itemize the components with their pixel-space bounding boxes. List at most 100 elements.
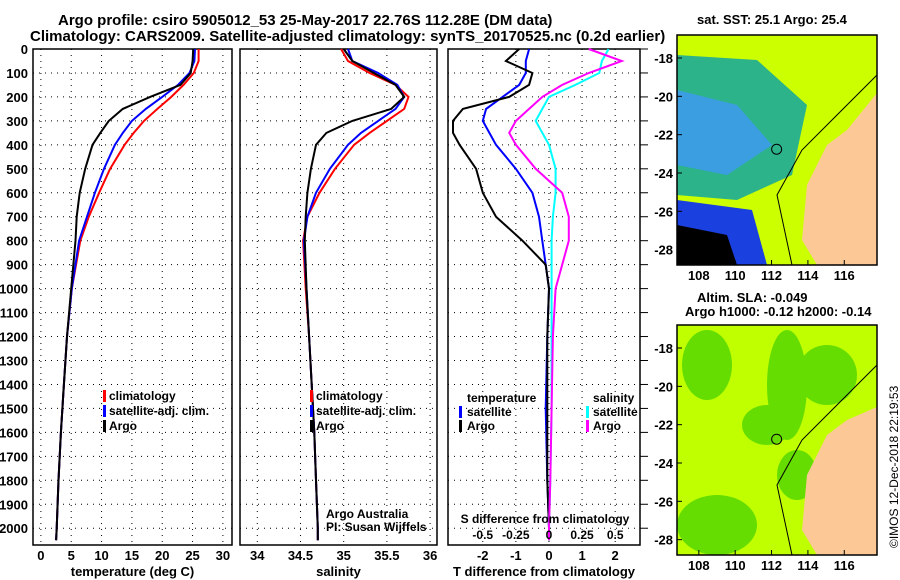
y-tick-label: 900 — [6, 258, 28, 273]
x2-tick-label: 0.25 — [570, 528, 594, 542]
x-tick-label: -2 — [477, 548, 489, 563]
x-tick-label: 5 — [68, 548, 75, 563]
y-tick-label: 1100 — [0, 306, 28, 321]
sla-map-title-2: Argo h1000: -0.12 h2000: -0.14 — [685, 304, 872, 319]
legend-label: climatology — [316, 389, 383, 403]
lon-tick-label: 110 — [725, 268, 746, 283]
credit-text: Argo Australia — [326, 507, 409, 521]
x-tick-label: 15 — [125, 548, 139, 563]
y-tick-label: 1300 — [0, 353, 28, 368]
bathymetry-contour — [776, 74, 878, 266]
x-tick-label: 36 — [423, 548, 437, 563]
profile-panel-3: -2 -1 0 1 2T difference from climatology temp… — [447, 48, 648, 579]
legend-swatch — [103, 405, 106, 417]
lat-tick-label: -20 — [654, 89, 673, 104]
lon-tick-label: 112 — [761, 268, 782, 283]
lat-tick-label: -24 — [654, 456, 674, 471]
legend-label: satellite-adj. clim. — [316, 404, 416, 418]
series-line-t-satellite — [481, 48, 551, 541]
x-tick-label: 1 — [578, 548, 585, 563]
x2-tick-label: 0 — [546, 528, 553, 542]
legend-swatch — [310, 420, 313, 432]
legend-swatch — [459, 420, 462, 432]
legend-label: satellite-adj. clim. — [109, 404, 209, 418]
legend-label: Argo — [316, 419, 344, 433]
x-tick-label: 34.5 — [288, 548, 313, 563]
x-tick-label: 0 — [37, 548, 44, 563]
legend-swatch — [103, 390, 106, 402]
x-tick-label: 30 — [216, 548, 230, 563]
y-tick-label: 1200 — [0, 330, 28, 345]
legend-swatch — [586, 406, 589, 418]
series-line-t-argo — [452, 48, 551, 541]
plot-frame — [32, 48, 233, 546]
lat-tick-label: -22 — [654, 128, 673, 143]
land-australia — [802, 93, 877, 265]
sla-anomaly-blob — [797, 345, 857, 405]
y-tick-label: 1000 — [0, 282, 28, 297]
legend-swatch — [586, 420, 589, 432]
legend-label: satellite — [467, 405, 512, 419]
sla-map: 108 110 112 114 116 -18 -20 -22 -24 -26 -28 — [654, 324, 878, 573]
x-tick-label: 25 — [185, 548, 199, 563]
legend-title-temperature: temperature — [467, 391, 537, 405]
x-tick-label: -1 — [510, 548, 522, 563]
x-tick-label: 35 — [336, 548, 350, 563]
x-axis-label: T difference from climatology — [453, 564, 636, 579]
lon-tick-label: 114 — [797, 558, 819, 573]
y-tick-label: 600 — [6, 186, 28, 201]
series-line-argo — [303, 48, 406, 541]
lon-tick-label: 116 — [834, 558, 855, 573]
x-tick-label: 34 — [250, 548, 265, 563]
sst-missing-region — [677, 225, 737, 265]
lat-tick-label: -28 — [654, 243, 673, 258]
sla-map-title-1: Altim. SLA: -0.049 — [697, 290, 808, 305]
legend-label: Argo — [109, 419, 137, 433]
lat-tick-label: -18 — [654, 341, 673, 356]
lat-tick-label: -22 — [654, 418, 673, 433]
sst-cool-region — [677, 90, 772, 175]
profile-panel-2: 34 34.5 35 35.5 36 salinity climatologysatelli… — [239, 48, 438, 579]
x-tick-label: 20 — [155, 548, 169, 563]
lat-tick-label: -18 — [654, 51, 673, 66]
y-tick-label: 400 — [6, 138, 28, 153]
x2-tick-label: -0.5 — [472, 528, 493, 542]
series-line-argo — [55, 48, 195, 541]
plot-frame — [447, 48, 641, 546]
sla-anomaly-blob — [682, 330, 732, 400]
lat-tick-label: -28 — [654, 533, 673, 548]
sst-map: 108 110 112 114 116 -18 -20 -22 -24 -26 -28 — [654, 34, 878, 283]
lon-tick-label: 114 — [797, 268, 819, 283]
x2-tick-label: -0.25 — [502, 528, 530, 542]
lon-tick-label: 116 — [834, 268, 855, 283]
legend-label: Argo — [593, 419, 621, 433]
map-frame — [676, 324, 878, 556]
x-axis-label: temperature (deg C) — [71, 564, 195, 579]
lon-tick-label: 108 — [688, 268, 710, 283]
y-tick-label: 100 — [6, 66, 28, 81]
profile-panel-1: 0 5 10 15 20 25 300100200300400500600700800900… — [0, 42, 233, 579]
y-tick-label: 300 — [6, 114, 28, 129]
legend-label: Argo — [467, 419, 495, 433]
y-tick-label: 0 — [21, 42, 28, 57]
x-tick-label: 10 — [94, 548, 108, 563]
legend-swatch — [459, 406, 462, 418]
series-line-s-argo — [508, 48, 625, 541]
bathymetry-contour — [776, 364, 878, 556]
y-tick-label: 800 — [6, 234, 28, 249]
title-line-1: Argo profile: csiro 5905012_53 25-May-20… — [58, 12, 553, 29]
land-australia — [802, 407, 877, 555]
x-tick-label: 0 — [545, 548, 552, 563]
legend-label: satellite — [593, 405, 638, 419]
y-tick-label: 700 — [6, 210, 28, 225]
sst-map-title: sat. SST: 25.1 Argo: 25.4 — [697, 12, 847, 27]
lon-tick-label: 110 — [725, 558, 746, 573]
lat-tick-label: -26 — [654, 204, 673, 219]
lon-tick-label: 112 — [761, 558, 782, 573]
legend-swatch — [103, 420, 106, 432]
y-tick-label: 1600 — [0, 425, 28, 440]
argo-float-marker — [771, 433, 783, 445]
lat-tick-label: -26 — [654, 494, 673, 509]
y-tick-label: 1400 — [0, 377, 28, 392]
